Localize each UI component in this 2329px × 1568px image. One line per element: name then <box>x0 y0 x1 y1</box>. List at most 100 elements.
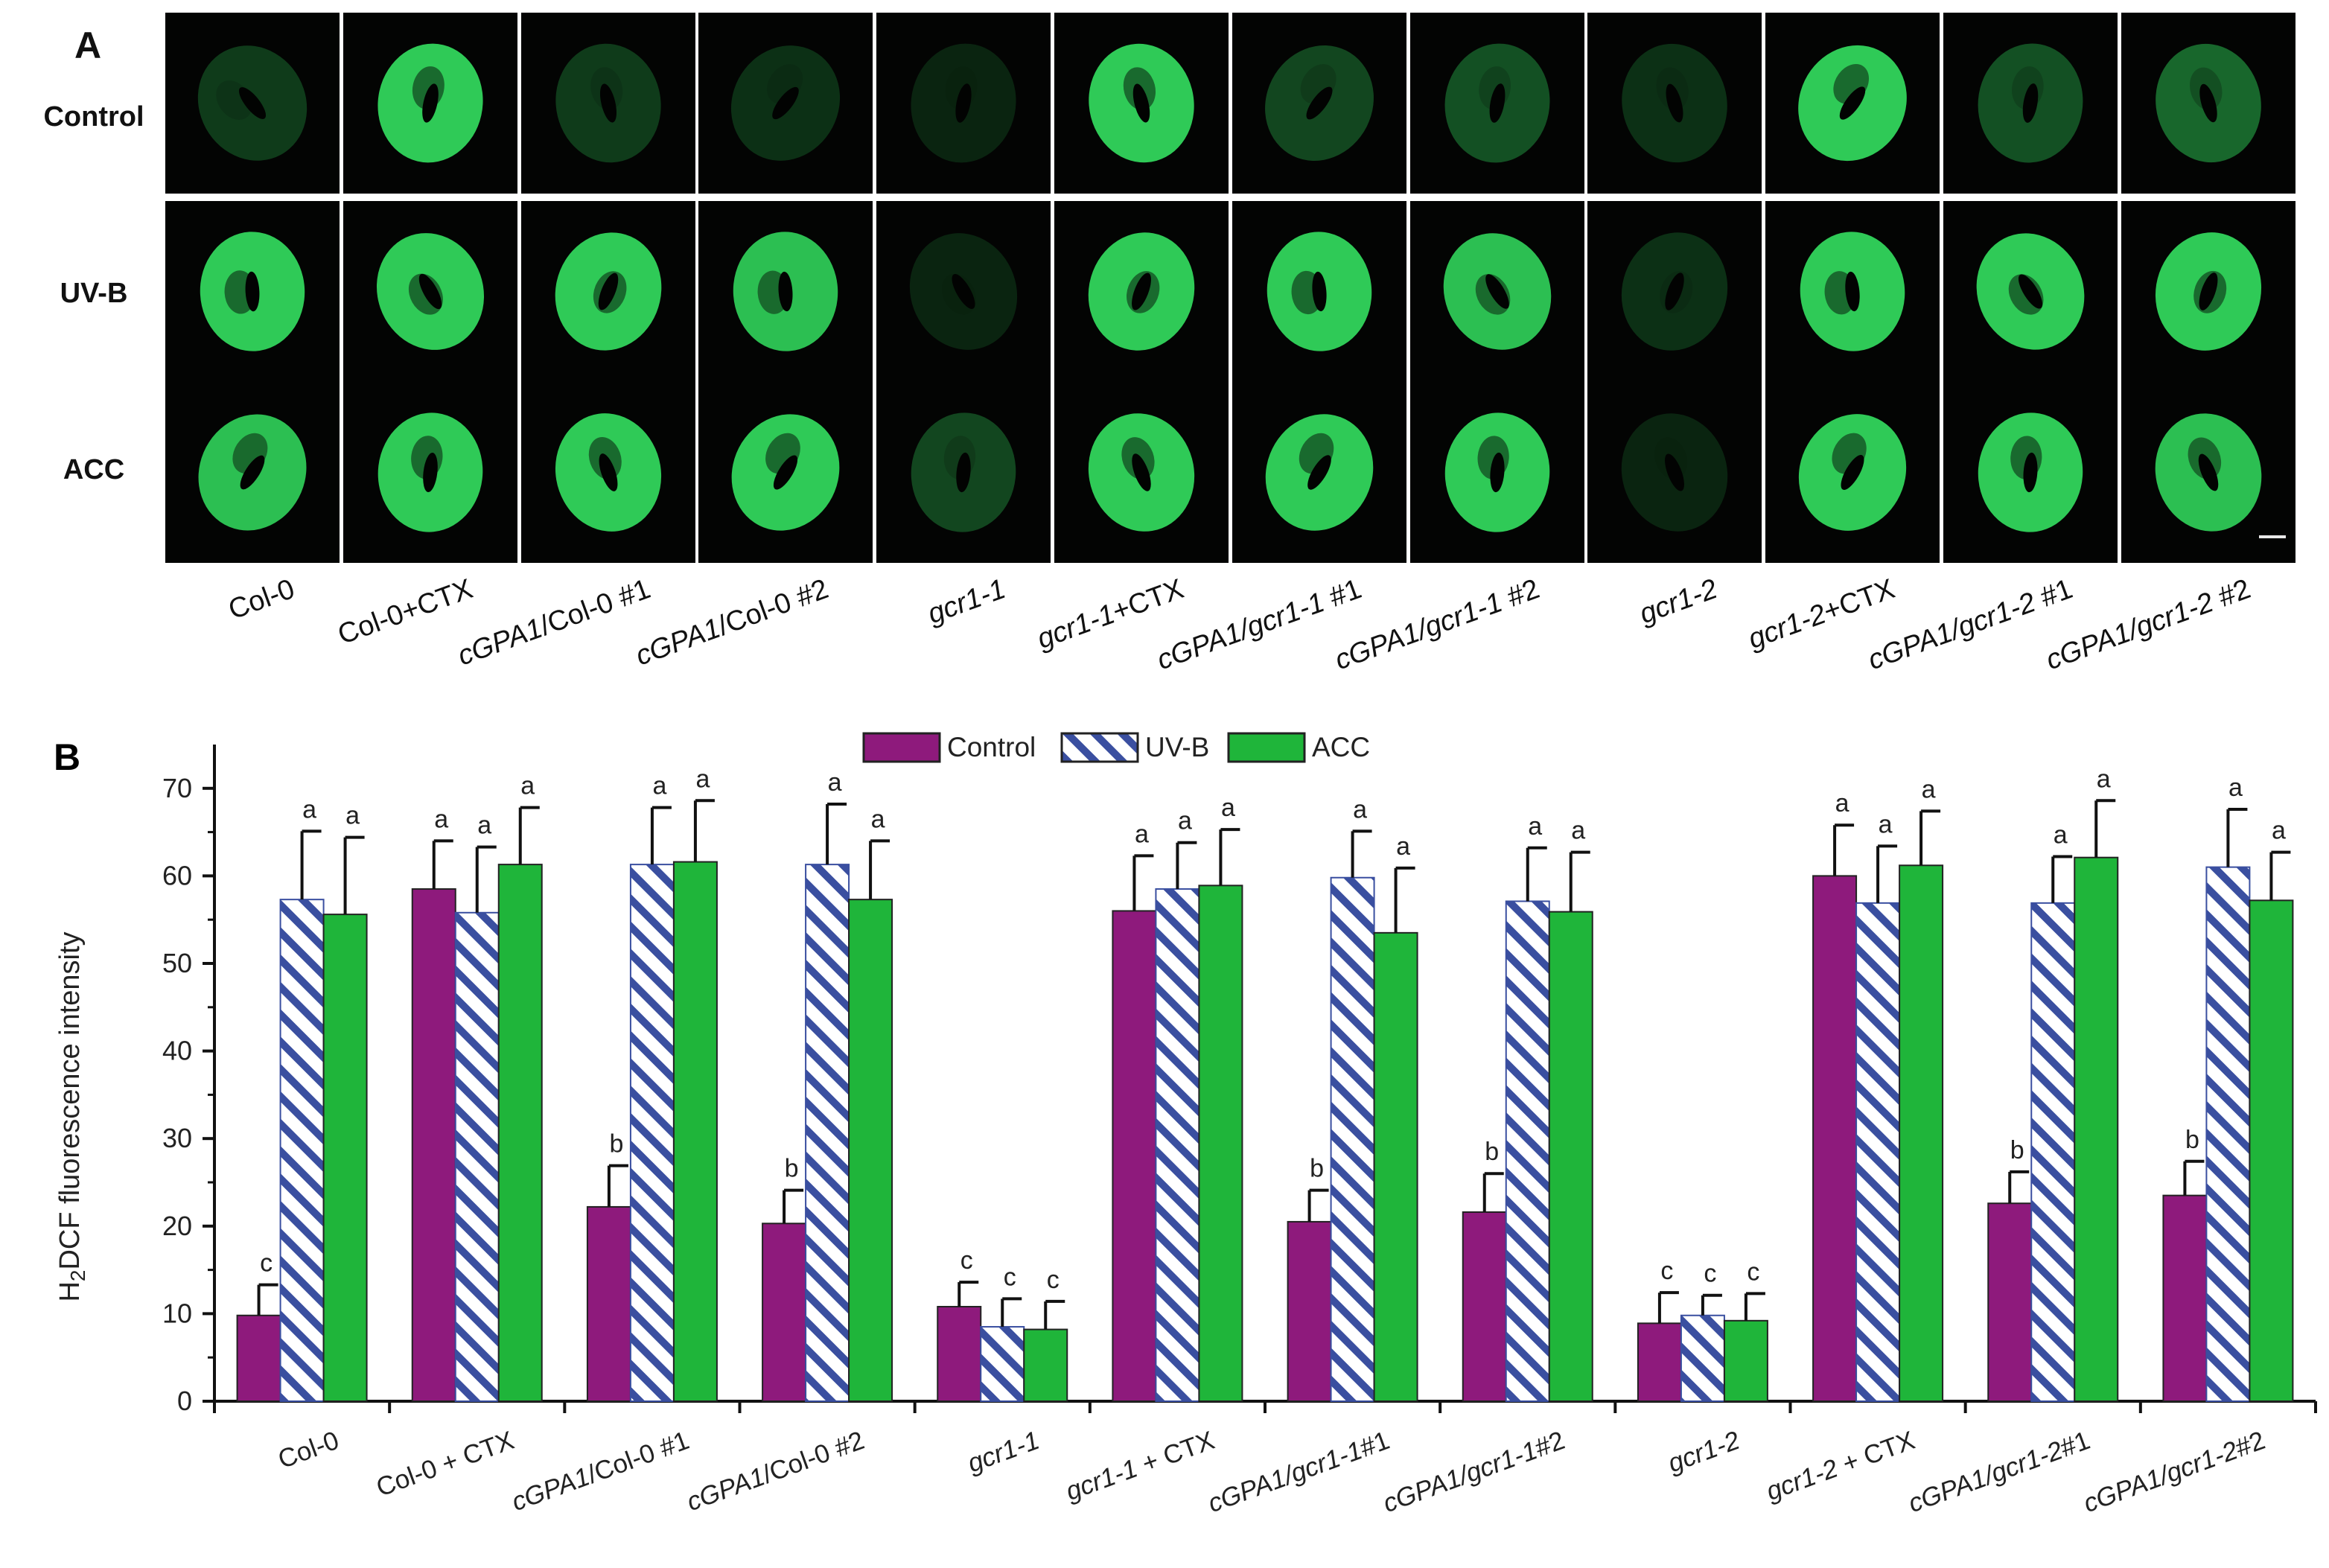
bar-control-cgpa1-gcr1-2-2 <box>2162 1194 2208 1402</box>
legend-swatch-uv-b <box>1060 732 1139 763</box>
row-label-acc: ACC <box>63 454 125 485</box>
stomata-cell <box>197 45 308 161</box>
micrograph-control-gcr1-2 <box>1587 13 1762 194</box>
stomata-cell <box>555 43 661 163</box>
bar-uv-b-cgpa1-gcr1-2-1 <box>2030 902 2076 1402</box>
y-axis-label: H2DCF fluorescence intensity <box>54 931 89 1301</box>
micrograph-control-col-0 <box>165 13 340 194</box>
micrograph-uvb-col-0-ctx <box>342 201 517 382</box>
bar-uv-b-cgpa1-gcr1-1-2 <box>1505 900 1550 1402</box>
stomata-cell <box>2155 43 2261 163</box>
bar-control-gcr1-2-ctx <box>1812 875 1858 1402</box>
stomata-cell <box>1088 232 1195 351</box>
bar-acc-cgpa1-col-0-1 <box>672 861 718 1402</box>
stomata-cell <box>732 414 840 531</box>
bar-control-cgpa1-col-0-1 <box>586 1205 631 1402</box>
bar-control-gcr1-1 <box>937 1305 982 1402</box>
significance-letter: a <box>302 795 316 823</box>
stomata-cell <box>2155 232 2261 351</box>
micrograph-acc-cgpa1-col-0-1 <box>520 382 695 563</box>
genotype-label-cgpa1-col-0-1: cGPA1/Col-0 #1 <box>453 573 654 672</box>
y-tick-label: 0 <box>177 1386 192 1416</box>
micrograph-uvb-gcr1-1-ctx <box>1054 201 1229 382</box>
x-tick-label-gcr1-2: gcr1-2 <box>1664 1426 1744 1479</box>
micrograph-uvb-cgpa1-col-0-2 <box>698 201 873 382</box>
bar-control-col-0 <box>236 1314 281 1402</box>
micrograph-acc-gcr1-1-ctx <box>1054 382 1229 563</box>
significance-letter: a <box>2272 817 2286 845</box>
significance-letter: a <box>1879 810 1893 838</box>
significance-letter: a <box>2054 821 2068 850</box>
bar-acc-gcr1-2-ctx <box>1899 864 1944 1402</box>
micrograph-control-cgpa1-gcr1-1-1 <box>1232 13 1406 194</box>
y-tick-label: 50 <box>162 948 192 978</box>
legend-label-acc: ACC <box>1312 732 1370 762</box>
scale-bar <box>2259 535 2286 538</box>
stomata-cell <box>910 233 1018 350</box>
stomata-cell <box>555 413 661 532</box>
micrograph-uvb-cgpa1-col-0-1 <box>520 201 695 382</box>
y-tick-label: 70 <box>162 773 192 803</box>
micrograph-acc-cgpa1-col-0-2 <box>698 382 873 563</box>
stomata-cell <box>1798 45 1908 162</box>
stomata-cell <box>2155 413 2262 532</box>
bar-acc-gcr1-2 <box>1723 1319 1768 1402</box>
micrograph-acc-gcr1-2-ctx <box>1765 382 1940 563</box>
significance-letter: b <box>2010 1136 2024 1164</box>
stomata-cell <box>1444 43 1550 163</box>
stomata-cell <box>1800 232 1905 351</box>
significance-letter: a <box>1135 820 1149 848</box>
significance-letter: c <box>1747 1258 1759 1286</box>
panel-a-letter: A <box>74 25 102 66</box>
micrograph-acc-cgpa1-gcr1-1-1 <box>1232 382 1406 563</box>
stomata-cell <box>555 232 661 351</box>
significance-letter: a <box>2097 765 2111 793</box>
y-tick-label: 30 <box>162 1123 192 1153</box>
y-tick-label: 20 <box>162 1211 192 1241</box>
x-tick-label-col-0: Col-0 <box>274 1426 342 1474</box>
significance-letter: a <box>1221 794 1235 822</box>
bars: c a a a a a b a a b a a c c c a a a b a a b a a c c c a a a b a a b a a <box>236 765 2294 1403</box>
stomata-cell <box>1622 413 1728 532</box>
significance-letter: a <box>1178 807 1192 835</box>
micrograph-uvb-gcr1-2-ctx <box>1765 201 1940 382</box>
stomata-cell <box>377 43 483 163</box>
bar-acc-cgpa1-col-0-2 <box>848 899 893 1402</box>
significance-letter: a <box>345 802 360 830</box>
bar-acc-cgpa1-gcr1-2-1 <box>2074 856 2119 1402</box>
bar-acc-gcr1-1-ctx <box>1198 885 1243 1403</box>
micrograph-control-cgpa1-gcr1-2-2 <box>2121 13 2295 194</box>
bar-acc-gcr1-1 <box>1023 1328 1068 1402</box>
stomata-cell <box>376 233 484 350</box>
bar-chart: B Control UV-B ACC H2DCF fluorescence inte… <box>54 732 2317 1518</box>
micrograph-control-cgpa1-col-0-2 <box>698 13 873 194</box>
bar-acc-col-0 <box>322 914 368 1403</box>
panel-b-letter: B <box>54 736 80 778</box>
genotype-label-col-0: Col-0 <box>224 573 299 626</box>
micrograph-uvb-gcr1-1 <box>876 201 1051 382</box>
y-tick-label: 40 <box>162 1036 192 1066</box>
micrograph-control-gcr1-1-ctx <box>1054 13 1229 194</box>
micrograph-uvb-cgpa1-gcr1-1-2 <box>1409 201 1584 382</box>
bar-control-cgpa1-gcr1-1-2 <box>1462 1211 1507 1403</box>
significance-letter: c <box>1004 1263 1016 1291</box>
significance-letter: b <box>785 1155 799 1183</box>
stomata-cell <box>911 412 1016 532</box>
significance-letter: c <box>1047 1266 1060 1294</box>
significance-letter: a <box>1353 795 1367 823</box>
significance-letter: a <box>434 805 448 833</box>
legend: Control UV-B ACC <box>862 732 1370 763</box>
stomata-cell <box>1088 413 1195 532</box>
legend-label-control: Control <box>947 732 1036 762</box>
micrograph-acc-gcr1-1 <box>876 382 1051 563</box>
x-tick-label-gcr1-1-ctx: gcr1-1 + CTX <box>1062 1426 1218 1506</box>
micrograph-acc-cgpa1-gcr1-1-2 <box>1409 382 1584 563</box>
significance-letter: a <box>1922 775 1936 803</box>
micrograph-control-col-0-ctx <box>342 13 517 194</box>
bar-control-gcr1-2 <box>1637 1322 1682 1403</box>
panel-a: A Control UV-B ACC Col-0 Col-0+CTX cGPA1/C… <box>0 0 2329 715</box>
x-tick-label-cgpa1-gcr1-2-1: cGPA1/gcr1-2#1 <box>1905 1426 2094 1518</box>
legend-label-uv-b: UV-B <box>1145 732 1209 762</box>
stomata-cell <box>1265 414 1374 531</box>
